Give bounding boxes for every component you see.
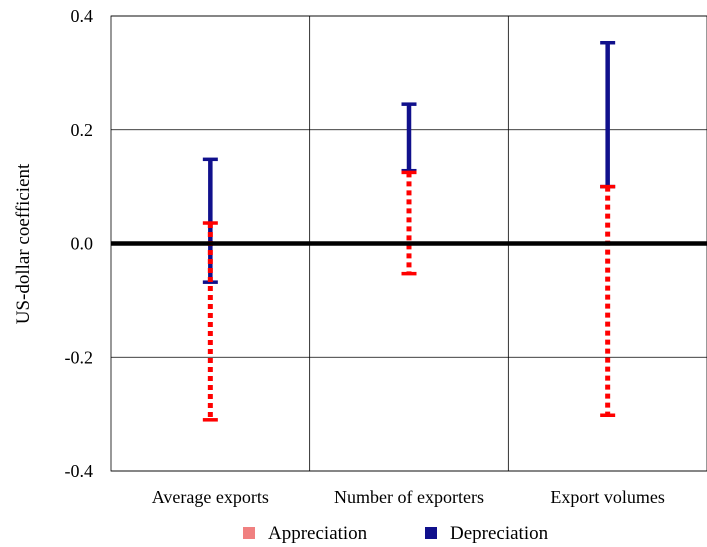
appreciation-legend-label: Appreciation (268, 523, 368, 544)
y-tick-label: 0.2 (71, 120, 94, 140)
y-tick-label: 0.0 (71, 234, 94, 254)
x-axis: Average exports Number of exporters Export… (152, 487, 665, 507)
y-tick-label: -0.4 (65, 461, 94, 481)
y-axis: 0.4 0.2 0.0 -0.2 -0.4 (65, 6, 94, 481)
x-category-label: Export volumes (550, 487, 665, 507)
depreciation-legend-swatch (425, 527, 437, 539)
y-tick-label: 0.4 (71, 6, 94, 26)
x-category-label: Number of exporters (334, 487, 484, 507)
x-category-label: Average exports (152, 487, 269, 507)
legend: Appreciation Depreciation (243, 523, 549, 544)
plot-area (110, 15, 707, 472)
appreciation-legend-swatch (243, 527, 255, 539)
y-tick-label: -0.2 (65, 347, 94, 367)
y-axis-title: US-dollar coefficient (13, 163, 34, 324)
depreciation-legend-label: Depreciation (450, 523, 549, 544)
